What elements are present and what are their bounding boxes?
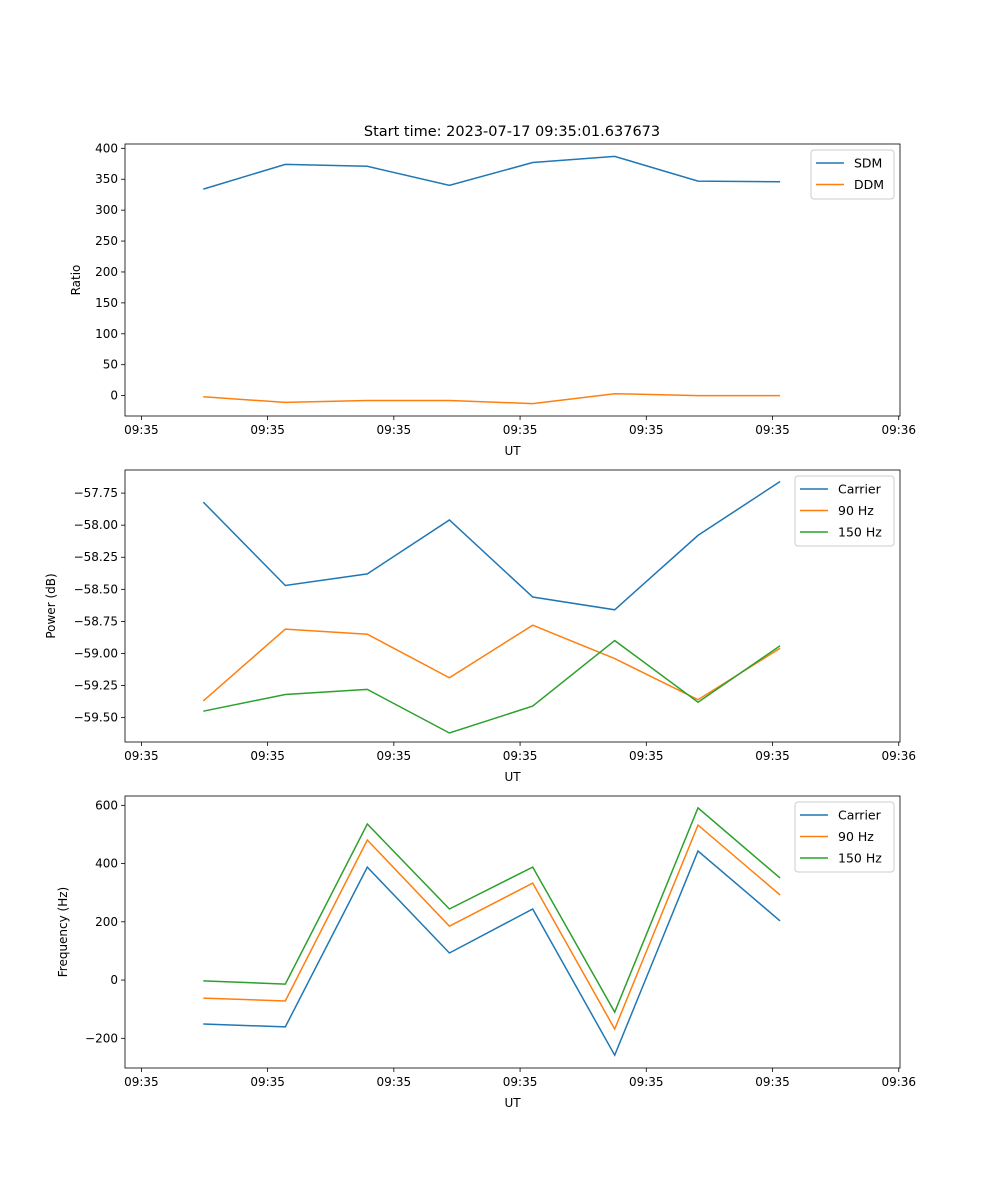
x-tick-label: 09:35 xyxy=(377,423,412,437)
x-tick-label: 09:35 xyxy=(755,423,790,437)
x-tick-label: 09:35 xyxy=(250,749,285,763)
subplot-2: 09:35 09:35 09:35 09:35 09:35 09:35 09:36 −59.5… xyxy=(44,469,916,784)
legend-label: 90 Hz xyxy=(838,829,874,844)
x-tick-label: 09:35 xyxy=(124,423,159,437)
x-tick-label: 09:35 xyxy=(629,1075,664,1089)
y-tick-label: 0 xyxy=(110,973,118,987)
legend-label: SDM xyxy=(854,156,882,171)
legend: Carrier 90 Hz 150 Hz xyxy=(794,475,895,547)
x-tick-label: 09:35 xyxy=(755,749,790,763)
y-tick-label: 50 xyxy=(103,358,118,372)
y-tick-label: 200 xyxy=(95,265,118,279)
x-tick-label: 09:35 xyxy=(629,423,664,437)
y-tick-label: −57.75 xyxy=(74,486,118,500)
y-tick-label: 100 xyxy=(95,327,118,341)
y-tick-label: 200 xyxy=(95,915,118,929)
subplot-1: 09:35 09:35 09:35 09:35 09:35 09:35 09:36 0 50 10… xyxy=(69,141,916,458)
x-tick-label: 09:36 xyxy=(881,423,916,437)
series-line-150-hz xyxy=(203,806,781,1014)
series-line-ddm xyxy=(203,392,781,405)
y-tick-label: −58.75 xyxy=(74,614,118,628)
x-axis-label: UT xyxy=(504,770,521,784)
y-tick-label: 0 xyxy=(110,389,118,403)
series-line-90-hz xyxy=(202,624,781,702)
series-line-carrier xyxy=(202,480,781,611)
x-tick-label: 09:36 xyxy=(881,1075,916,1089)
x-tick-label: 09:36 xyxy=(881,749,916,763)
y-tick-label: −59.00 xyxy=(74,646,118,660)
y-axis-label: Frequency (Hz) xyxy=(56,887,70,978)
x-tick-label: 09:35 xyxy=(124,749,159,763)
legend: SDM DDM xyxy=(810,149,895,200)
y-tick-label: −58.50 xyxy=(74,582,118,596)
y-tick-label: 350 xyxy=(95,172,118,186)
y-tick-label: 600 xyxy=(95,798,118,812)
legend-label: Carrier xyxy=(838,482,882,497)
axes-frame xyxy=(124,795,901,1069)
y-tick-label: −200 xyxy=(85,1031,118,1045)
y-tick-label: −58.00 xyxy=(74,518,118,532)
x-tick-label: 09:35 xyxy=(755,1075,790,1089)
legend-label: 150 Hz xyxy=(838,851,882,866)
axes-frame xyxy=(124,469,901,743)
subplot-3: 09:35 09:35 09:35 09:35 09:35 09:35 09:36 −200 0… xyxy=(56,795,916,1110)
x-tick-label: 09:35 xyxy=(250,1075,285,1089)
y-tick-label: −59.50 xyxy=(74,711,118,725)
x-tick-label: 09:35 xyxy=(503,423,538,437)
y-tick-label: 150 xyxy=(95,296,118,310)
series-line-150-hz xyxy=(203,639,781,734)
x-tick-label: 09:35 xyxy=(503,1075,538,1089)
y-tick-label: 250 xyxy=(95,234,118,248)
y-tick-label: 400 xyxy=(95,857,118,871)
y-axis-label: Ratio xyxy=(69,265,83,296)
series-line-90-hz xyxy=(203,823,781,1031)
y-tick-label: 400 xyxy=(95,141,118,155)
y-tick-label: 300 xyxy=(95,203,118,217)
x-tick-label: 09:35 xyxy=(250,423,285,437)
series-line-carrier xyxy=(203,849,781,1057)
x-tick-label: 09:35 xyxy=(377,1075,412,1089)
x-axis-label: UT xyxy=(504,1096,521,1110)
axes-frame xyxy=(124,143,901,417)
y-tick-label: −59.25 xyxy=(74,679,118,693)
legend-label: DDM xyxy=(854,177,884,192)
series-line-sdm xyxy=(203,155,781,190)
legend-label: 90 Hz xyxy=(838,503,874,518)
x-tick-label: 09:35 xyxy=(377,749,412,763)
legend-label: Carrier xyxy=(838,808,882,823)
x-tick-label: 09:35 xyxy=(124,1075,159,1089)
y-axis-label: Power (dB) xyxy=(44,573,58,638)
x-tick-label: 09:35 xyxy=(629,749,664,763)
x-axis-label: UT xyxy=(504,444,521,458)
legend-box xyxy=(794,801,895,873)
chart-title: Start time: 2023-07-17 09:35:01.637673 xyxy=(364,124,660,140)
legend-label: 150 Hz xyxy=(838,525,882,540)
y-tick-label: −58.25 xyxy=(74,550,118,564)
x-tick-label: 09:35 xyxy=(503,749,538,763)
legend-box xyxy=(794,475,895,547)
legend: Carrier 90 Hz 150 Hz xyxy=(794,801,895,873)
